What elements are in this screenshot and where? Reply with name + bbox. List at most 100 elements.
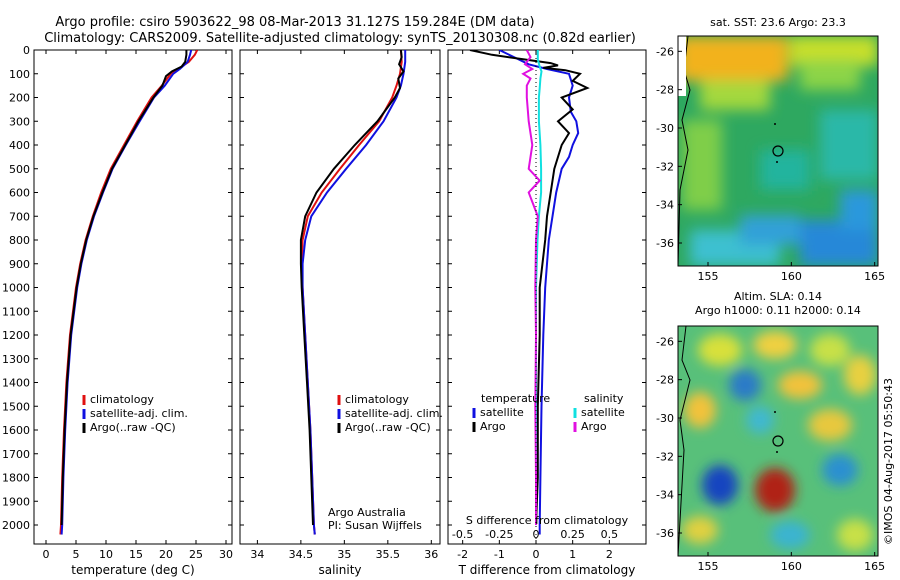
y-tick-label: 1900	[2, 495, 30, 508]
y-tick-label: 1000	[2, 282, 30, 295]
y-tick-label: 900	[9, 258, 30, 271]
legend-label: climatology	[345, 393, 409, 406]
map-y-tick-label: -26	[656, 45, 674, 58]
s-tick-label: 0.5	[601, 528, 619, 541]
map-y-tick-label: -30	[656, 122, 674, 135]
temperature-panel: 0 5 10 15 20 25 300100200300400500600700800900…	[2, 44, 233, 577]
x-tick-label: 34	[250, 548, 264, 561]
y-tick-label: 2000	[2, 519, 30, 532]
plot-frame	[33, 49, 233, 545]
x-tick-label: 35.5	[376, 548, 401, 561]
y-tick-label: 1600	[2, 424, 30, 437]
y-tick-label: 0	[23, 44, 30, 57]
x-tick-label: 0	[533, 548, 540, 561]
legend-label: Argo(..raw -QC)	[90, 421, 176, 434]
y-tick-label: 1100	[2, 305, 30, 318]
x-axis-label: temperature (deg C)	[71, 563, 194, 577]
sla-field	[678, 326, 878, 556]
legend-header: temperature	[481, 392, 550, 405]
x-tick-label: 1	[569, 548, 576, 561]
x-tick-label: 35	[337, 548, 351, 561]
y-tick-label: 700	[9, 210, 30, 223]
map-x-tick-label: 160	[781, 560, 802, 573]
legend-label: satellite	[480, 406, 524, 419]
sla-map-title-2: Argo h1000: 0.11 h2000: 0.14	[695, 304, 861, 317]
plot-frame	[447, 49, 647, 545]
y-tick-label: 200	[9, 92, 30, 105]
y-tick-label: 1700	[2, 448, 30, 461]
y-tick-label: 1300	[2, 353, 30, 366]
y-tick-label: 100	[9, 68, 30, 81]
annotation-text: PI: Susan Wijffels	[328, 519, 422, 532]
salinity-panel: 34 34.5 35 35.5 36 salinity climatologysatelli…	[239, 49, 443, 577]
x-tick-label: 36	[424, 548, 438, 561]
figure-title-line-2: Climatology: CARS2009. Satellite-adjuste…	[44, 31, 636, 46]
y-tick-label: 1200	[2, 329, 30, 342]
series-line-red	[300, 50, 403, 535]
x-tick-label: 25	[189, 548, 203, 561]
s-tick-label: 0	[533, 528, 540, 541]
s-tick-label: -0.5	[452, 528, 473, 541]
x-tick-label: 15	[129, 548, 143, 561]
series-line-black	[469, 50, 590, 526]
x-tick-label: 20	[159, 548, 173, 561]
sst-field	[678, 36, 878, 266]
series-line-black	[299, 50, 405, 526]
map-y-tick-label: -34	[656, 489, 674, 502]
y-tick-label: 400	[9, 139, 30, 152]
y-tick-label: 1800	[2, 472, 30, 485]
difference-panel: -2 -1 0 1 2 T difference from climatology -0.5…	[447, 49, 647, 577]
series-group	[469, 50, 590, 535]
y-tick-label: 600	[9, 187, 30, 200]
y-tick-label: 300	[9, 115, 30, 128]
legend-label: climatology	[90, 393, 154, 406]
legend-label: Argo	[480, 420, 506, 433]
series-line-blue	[301, 50, 407, 535]
float-marker-sla	[772, 435, 784, 447]
series-line-magenta	[521, 50, 542, 525]
y-tick-label: 500	[9, 163, 30, 176]
y-tick-label: 1500	[2, 400, 30, 413]
sst-map-panel: sat. SST: 23.6 Argo: 23.3	[656, 16, 885, 283]
map-y-tick-label: -32	[656, 450, 674, 463]
map-x-tick-label: 155	[698, 560, 719, 573]
series-group	[59, 50, 199, 535]
x-tick-label: 30	[219, 548, 233, 561]
sla-map-panel: Altim. SLA: 0.14 Argo h1000: 0.11 h2000:…	[656, 290, 885, 573]
sla-map-title-1: Altim. SLA: 0.14	[734, 290, 822, 303]
map-y-tick-label: -34	[656, 199, 674, 212]
series-line-blue	[60, 50, 193, 535]
series-line-black	[60, 50, 188, 526]
x-tick-label: -2	[457, 548, 468, 561]
y-tick-label: 1400	[2, 377, 30, 390]
map-y-tick-label: -28	[656, 374, 674, 387]
map-x-tick-label: 155	[698, 270, 719, 283]
s-axis-label: S difference from climatology	[466, 514, 629, 527]
map-y-tick-label: -32	[656, 160, 674, 173]
legend-header: salinity	[584, 392, 624, 405]
x-tick-label: 10	[99, 548, 113, 561]
y-tick-label: 800	[9, 234, 30, 247]
map-x-tick-label: 165	[864, 560, 885, 573]
x-tick-label: -1	[494, 548, 505, 561]
legend-label: satellite-adj. clim.	[90, 407, 188, 420]
legend-label: satellite	[581, 406, 625, 419]
series-line-red	[59, 50, 199, 535]
s-tick-label: 0.25	[560, 528, 585, 541]
legend-label: Argo(..raw -QC)	[345, 421, 431, 434]
s-tick-label: -0.25	[485, 528, 513, 541]
map-y-tick-label: -26	[656, 335, 674, 348]
figure-title-line-1: Argo profile: csiro 5903622_98 08-Mar-20…	[55, 15, 534, 30]
x-tick-label: 2	[606, 548, 613, 561]
plot-frame	[239, 49, 441, 545]
annotation-text: Argo Australia	[328, 506, 406, 519]
map-y-tick-label: -36	[656, 237, 674, 250]
x-axis-label: salinity	[318, 563, 361, 577]
x-tick-label: 0	[43, 548, 50, 561]
map-y-tick-label: -28	[656, 84, 674, 97]
x-tick-label: 34.5	[289, 548, 314, 561]
legend-label: satellite-adj. clim.	[345, 407, 443, 420]
x-tick-label: 5	[73, 548, 80, 561]
series-group	[299, 50, 407, 535]
